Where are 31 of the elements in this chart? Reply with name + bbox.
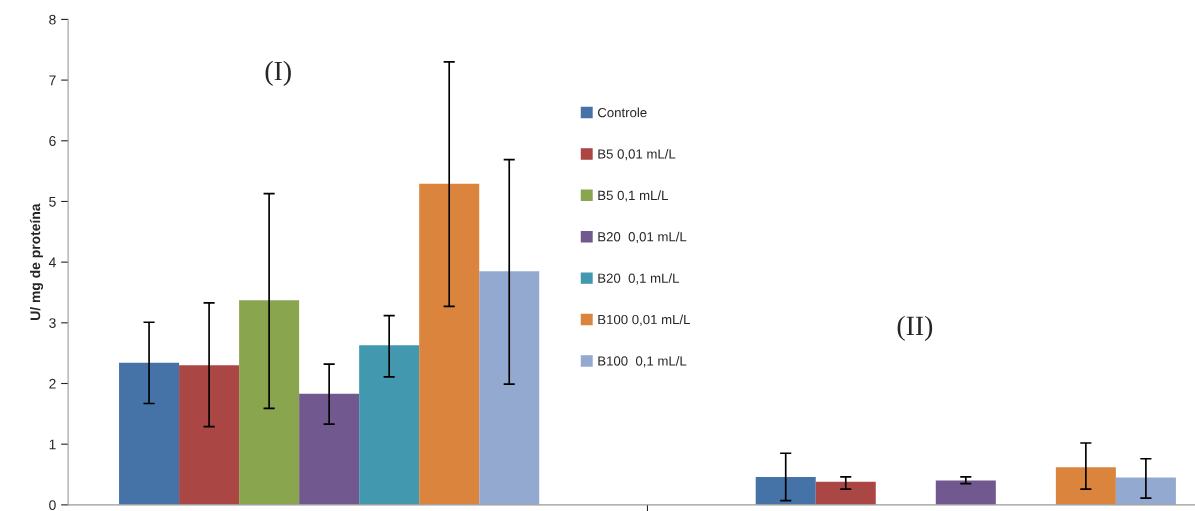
legend-label: B5 0,01 mL/L [598, 148, 676, 161]
bar [419, 183, 480, 505]
y-tick-label: 0 [49, 500, 56, 511]
y-tick-label: 1 [49, 439, 56, 450]
annotation: (I) [265, 60, 291, 87]
legend-label: B20 0,01 mL/L [598, 231, 687, 244]
bar [359, 345, 420, 505]
bar [935, 480, 996, 505]
bar [239, 300, 300, 505]
y-tick-label: 2 [49, 378, 56, 389]
bar [1115, 477, 1176, 505]
legend-label: B100 0,1 mL/L [598, 355, 687, 368]
bar [179, 365, 240, 505]
bar [119, 362, 180, 505]
bar [1055, 467, 1116, 505]
legend-label: B5 0,1 mL/L [598, 190, 668, 202]
y-tick-label: 4 [48, 257, 56, 268]
annotation: (II) [897, 315, 933, 341]
y-tick-label: 7 [49, 75, 56, 86]
y-tick-label: 3 [49, 318, 56, 328]
legend-label: B100 0,01 mL/L [598, 314, 691, 326]
bar [755, 476, 816, 505]
bar [479, 271, 540, 505]
bar [299, 393, 360, 505]
legend-label: Controle [597, 107, 647, 118]
y-axis-title: U/ mg de proteína [29, 203, 44, 320]
y-tick-label: 8 [49, 14, 56, 25]
bar [815, 481, 876, 505]
y-tick-label: 5 [49, 196, 56, 207]
y-tick-label: 6 [49, 136, 56, 146]
legend-label: B20 0,1 mL/L [598, 273, 679, 285]
